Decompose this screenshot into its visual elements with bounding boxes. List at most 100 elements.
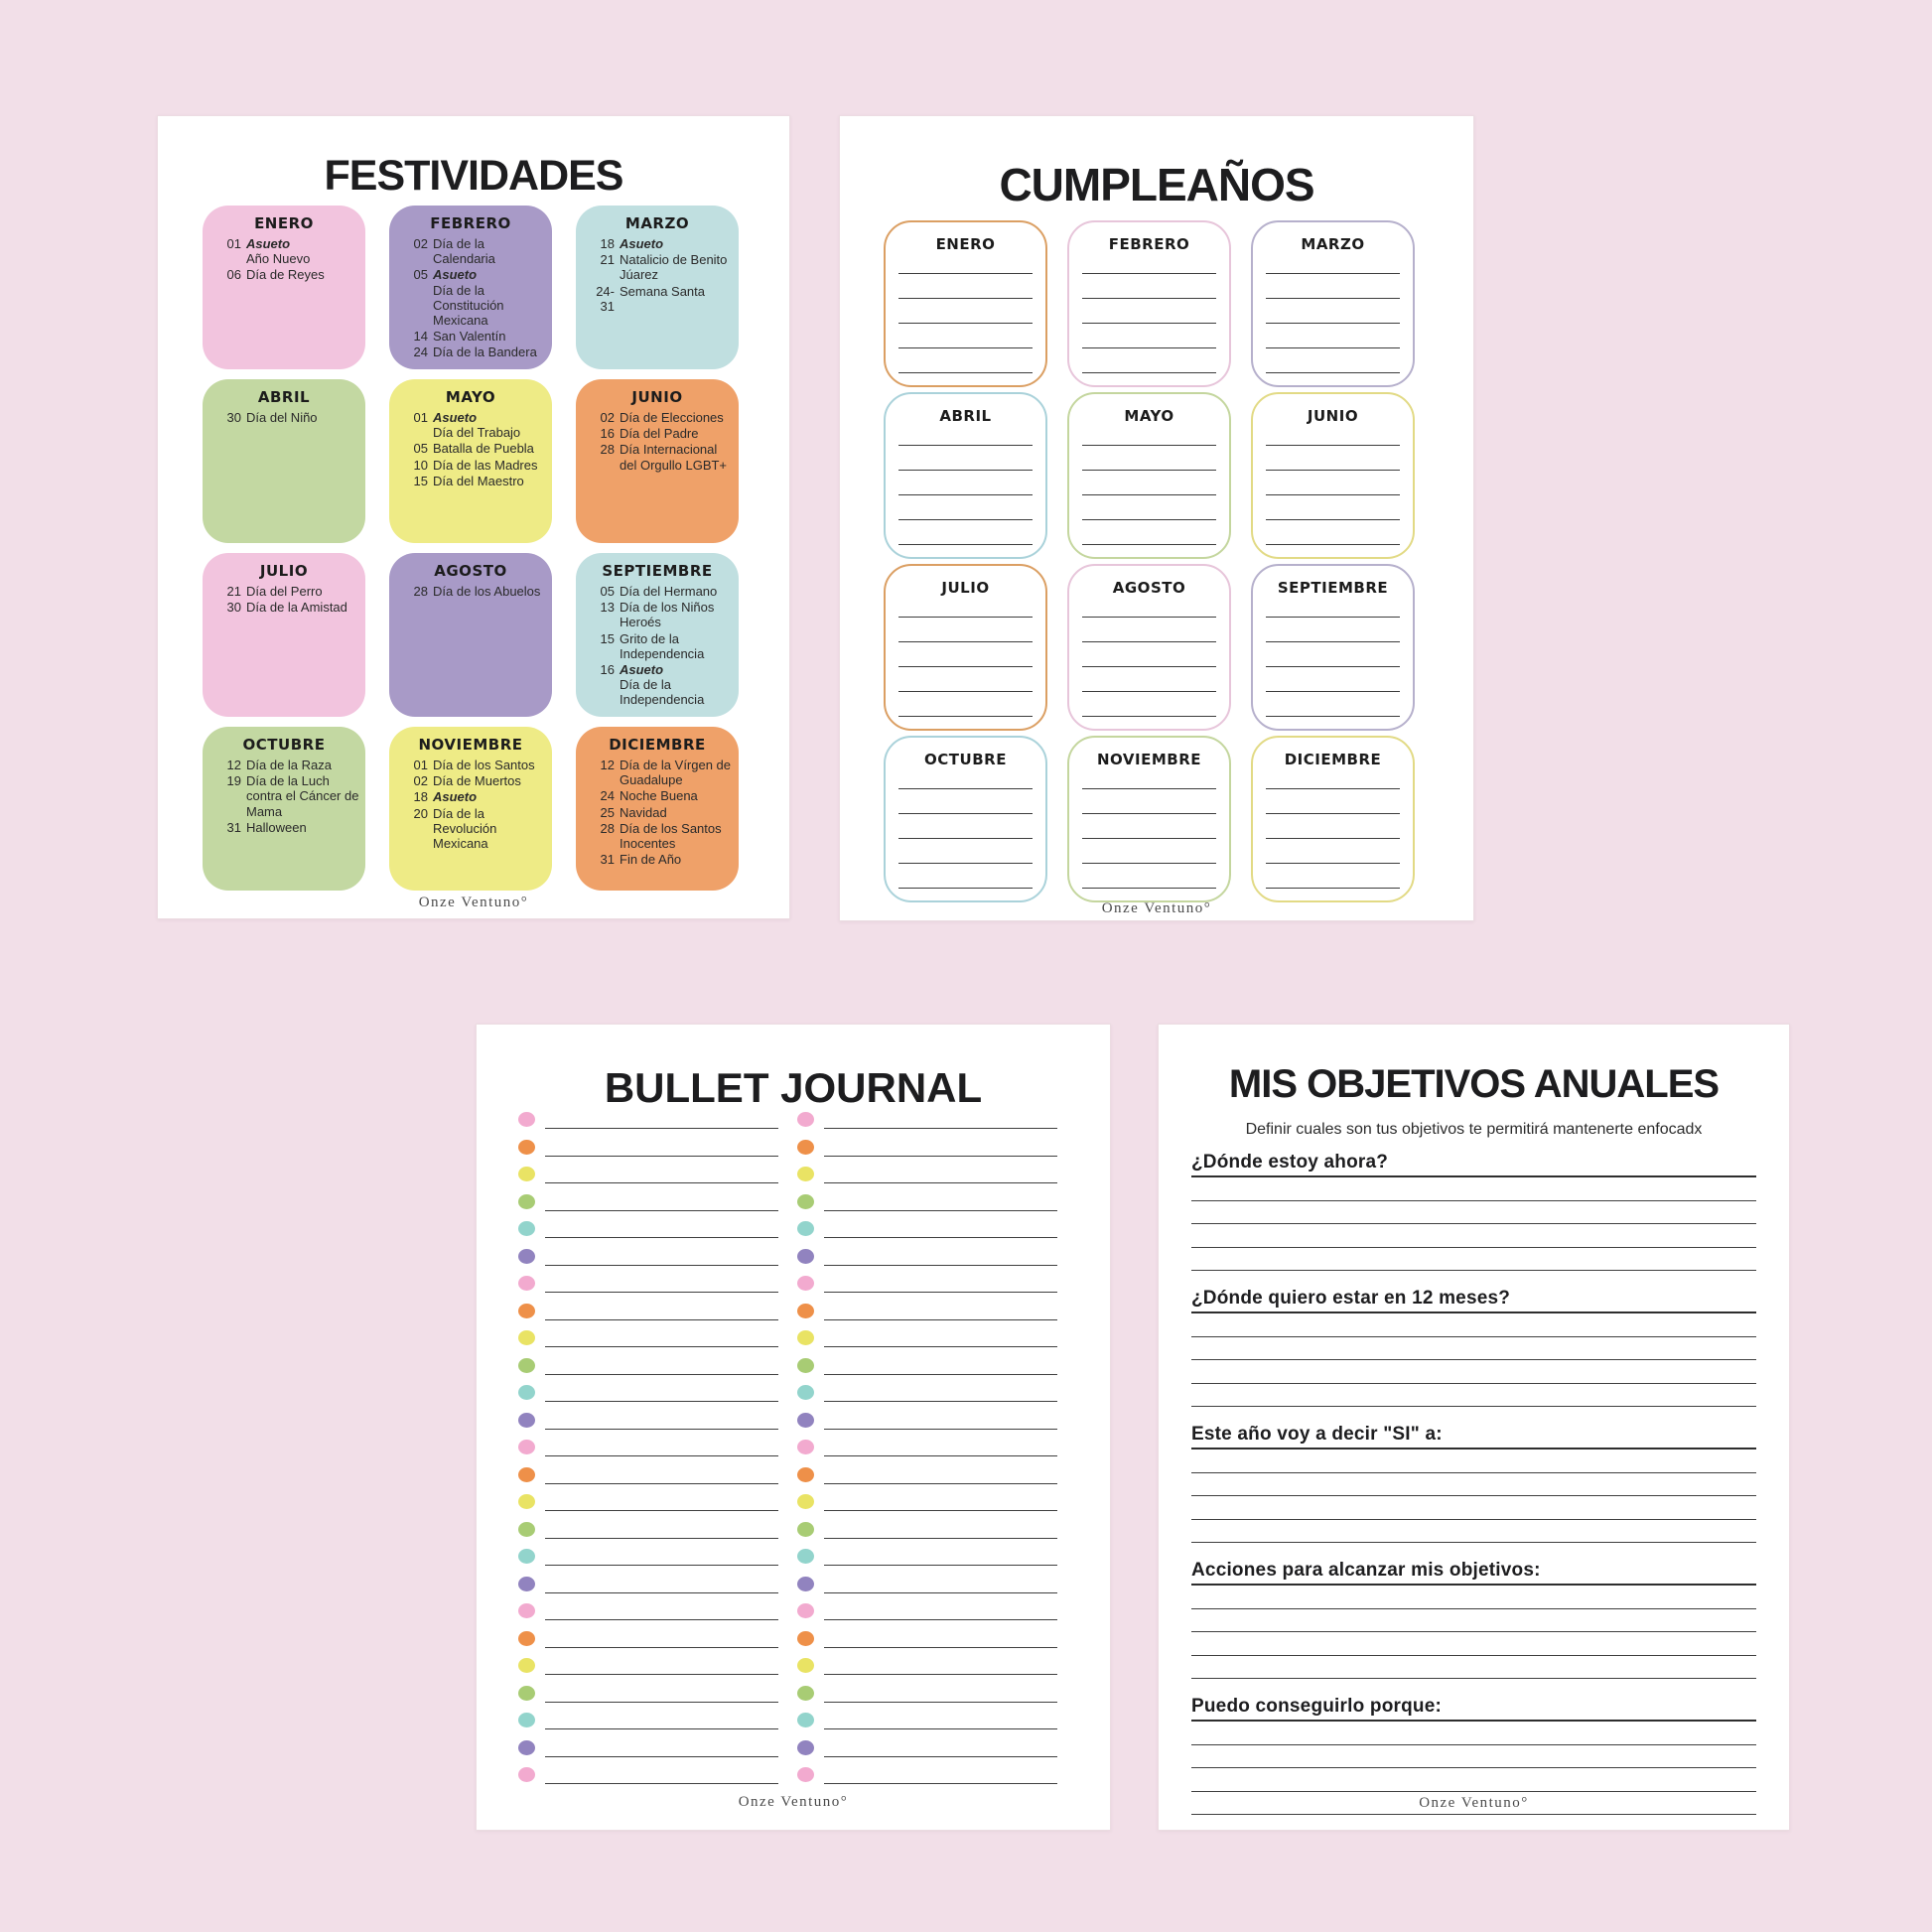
month-name: SEPTIEMBRE	[602, 562, 713, 580]
bullet-write-line	[545, 1292, 778, 1293]
bullet-dot-icon	[797, 1139, 814, 1155]
bullet-item	[518, 1109, 778, 1137]
holiday-text-line: Asueto	[433, 267, 478, 283]
holiday-month-box: SEPTIEMBRE 05 Día del Hermano 13 Día de los …	[576, 553, 739, 717]
bullet-item	[518, 1137, 778, 1165]
bullet-item	[518, 1218, 778, 1246]
bullet-write-line	[824, 1428, 1057, 1430]
holiday-day: 15	[413, 473, 428, 488]
bullet-dot-icon	[797, 1713, 814, 1727]
bullet-item	[518, 1164, 778, 1191]
holiday-event: 15 Día del Maestro	[394, 474, 547, 488]
objective-label: Este año voy a decir "SI" a:	[1191, 1424, 1756, 1449]
bullet-dot-icon	[518, 1767, 535, 1782]
bullet-write-line	[824, 1182, 1057, 1183]
holiday-day: 31	[226, 819, 241, 835]
month-name: DICIEMBRE	[609, 736, 706, 754]
bullet-dot-icon	[797, 1385, 814, 1400]
holiday-text-line: Día de los Abuelos	[433, 584, 541, 599]
objective-write-line	[1191, 1632, 1756, 1656]
holiday-text-line: Batalla de Puebla	[433, 441, 534, 457]
bullet-write-line	[824, 1783, 1057, 1784]
bullet-write-line	[545, 1373, 778, 1375]
birthday-write-line	[1082, 520, 1216, 545]
bullet-item	[518, 1546, 778, 1574]
birthday-month-box: MAYO	[1067, 392, 1231, 559]
cumpleanos-grid: ENERO FEBRERO MARZO ABRIL MAYO JUNIO JULIO AGOS…	[884, 220, 1415, 902]
birthday-lines	[898, 421, 1033, 545]
bullet-dot-icon	[518, 1193, 535, 1209]
objective-write-line	[1191, 1201, 1756, 1224]
objetivos-title: MIS OBJETIVOS ANUALES	[1228, 1062, 1720, 1106]
bullet-journal-title: BULLET JOURNAL	[604, 1064, 983, 1111]
holiday-text-line: Día de Muertos	[433, 773, 521, 789]
bullet-item	[518, 1491, 778, 1519]
birthday-lines	[1266, 593, 1400, 717]
bullet-item	[797, 1710, 1057, 1737]
bullet-write-line	[824, 1646, 1057, 1648]
holiday-day: 28	[600, 820, 615, 836]
cumpleanos-title: CUMPLEAÑOS	[999, 159, 1314, 210]
bullet-journal-page: BULLET JOURNAL Onze Ventuno°	[476, 1024, 1111, 1831]
bullet-dot-icon	[518, 1276, 535, 1291]
holiday-day: 02	[413, 773, 428, 789]
bullet-item	[518, 1628, 778, 1656]
holiday-text-line: Día Internacional del Orgullo LGBT+	[620, 442, 728, 473]
objective-write-line	[1191, 1384, 1756, 1407]
bullet-item	[797, 1600, 1057, 1628]
holiday-month-box: NOVIEMBRE 01 Día de los Santos 02 Día de Mue…	[389, 727, 552, 891]
holiday-text: Día del Maestro	[433, 474, 546, 488]
holiday-event: 28 Día de los Abuelos	[394, 584, 547, 599]
bullet-dot-icon	[797, 1767, 814, 1782]
bullet-dot-icon	[797, 1221, 814, 1236]
holiday-event: 05 Día del Hermano	[581, 584, 734, 599]
holiday-event: 14 San Valentín	[394, 329, 547, 344]
holiday-event: 10 Día de las Madres	[394, 458, 547, 473]
holiday-day: 31	[600, 852, 615, 868]
holiday-event: 01 Asueto Día del Trabajo	[394, 410, 547, 440]
holiday-event: 21 Día del Perro	[207, 584, 360, 599]
bullet-write-line	[824, 1510, 1057, 1511]
holiday-text-line: Semana Santa	[620, 283, 706, 299]
bullet-dot-icon	[797, 1521, 814, 1537]
bullet-dot-icon	[797, 1412, 814, 1428]
birthday-write-line	[1266, 421, 1400, 446]
bullet-item	[797, 1737, 1057, 1765]
holiday-text: Día del Hermano	[620, 584, 733, 599]
holiday-event: 24 Noche Buena	[581, 788, 734, 803]
month-name: JUNIO	[1307, 407, 1359, 425]
birthday-lines	[898, 249, 1033, 373]
holiday-text: Noche Buena	[620, 788, 733, 803]
bullet-dot-icon	[518, 1549, 535, 1564]
bullet-dot-icon	[797, 1248, 814, 1264]
bullet-write-line	[545, 1674, 778, 1675]
bullet-dot-icon	[518, 1630, 535, 1646]
objective-label: ¿Dónde estoy ahora?	[1191, 1152, 1756, 1177]
bullet-dot-icon	[797, 1276, 814, 1291]
holiday-day: 30	[226, 410, 241, 425]
bullet-column	[797, 1109, 1057, 1792]
bullet-write-line	[824, 1537, 1057, 1539]
holiday-text: Día de Reyes	[246, 267, 359, 282]
birthday-month-box: OCTUBRE	[884, 736, 1047, 902]
holiday-event: 01 Día de los Santos	[394, 758, 547, 772]
bullet-write-line	[824, 1565, 1057, 1566]
month-name: SEPTIEMBRE	[1277, 579, 1389, 597]
holiday-event: 06 Día de Reyes	[207, 267, 360, 282]
holiday-day: 06	[226, 267, 241, 283]
holiday-text-line: Día de la Vírgen de Guadalupe	[620, 758, 732, 788]
bullet-write-line	[545, 1482, 778, 1484]
bullet-item	[518, 1710, 778, 1737]
bullet-dot-icon	[797, 1494, 814, 1509]
holiday-event: 31 Halloween	[207, 820, 360, 835]
bullet-dot-icon	[797, 1357, 814, 1373]
objective-section: Este año voy a decir "SI" a:	[1191, 1424, 1756, 1543]
holiday-text-line: Día de los Santos	[433, 758, 535, 772]
birthday-write-line	[1266, 324, 1400, 348]
holiday-text-line: Asueto	[620, 662, 664, 678]
birthday-write-line	[1266, 348, 1400, 373]
birthday-write-line	[1266, 471, 1400, 495]
festividades-grid: ENERO 01 Asueto Año Nuevo 06 Día de Reyes FEBR…	[203, 206, 739, 891]
birthday-month-box: JULIO	[884, 564, 1047, 731]
